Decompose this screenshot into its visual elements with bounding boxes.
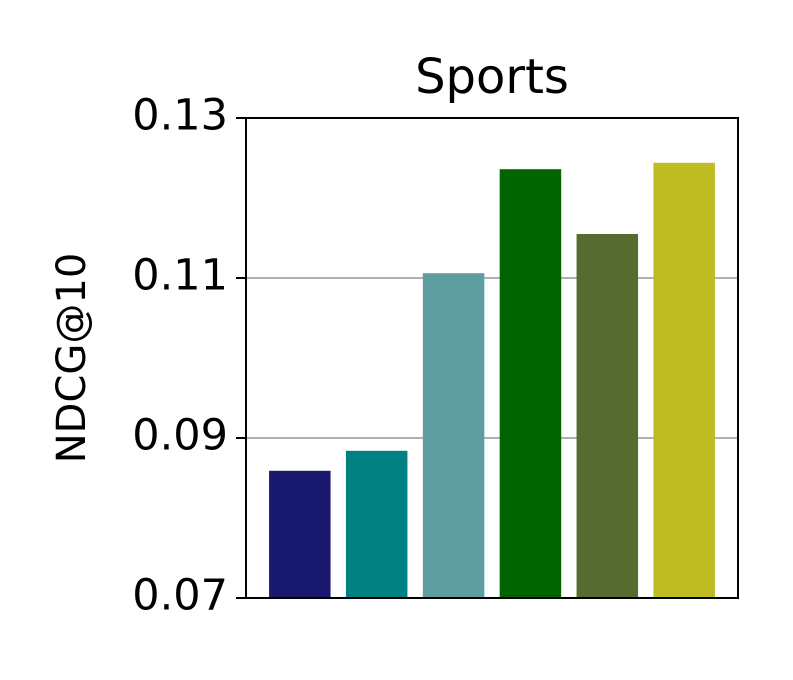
y-tick-label: 0.11 — [132, 251, 228, 301]
chart-title: Sports — [415, 49, 569, 105]
bar — [422, 273, 485, 598]
bar — [576, 234, 639, 598]
bar — [345, 450, 408, 598]
y-axis-label: NDCG@10 — [49, 253, 95, 464]
y-tick-label: 0.09 — [132, 411, 228, 461]
y-tick-label: 0.13 — [132, 91, 228, 141]
y-tick-label: 0.07 — [132, 571, 228, 621]
bar — [269, 470, 331, 598]
plot-frame — [245, 117, 739, 599]
bar — [499, 169, 562, 598]
bar — [653, 162, 715, 599]
